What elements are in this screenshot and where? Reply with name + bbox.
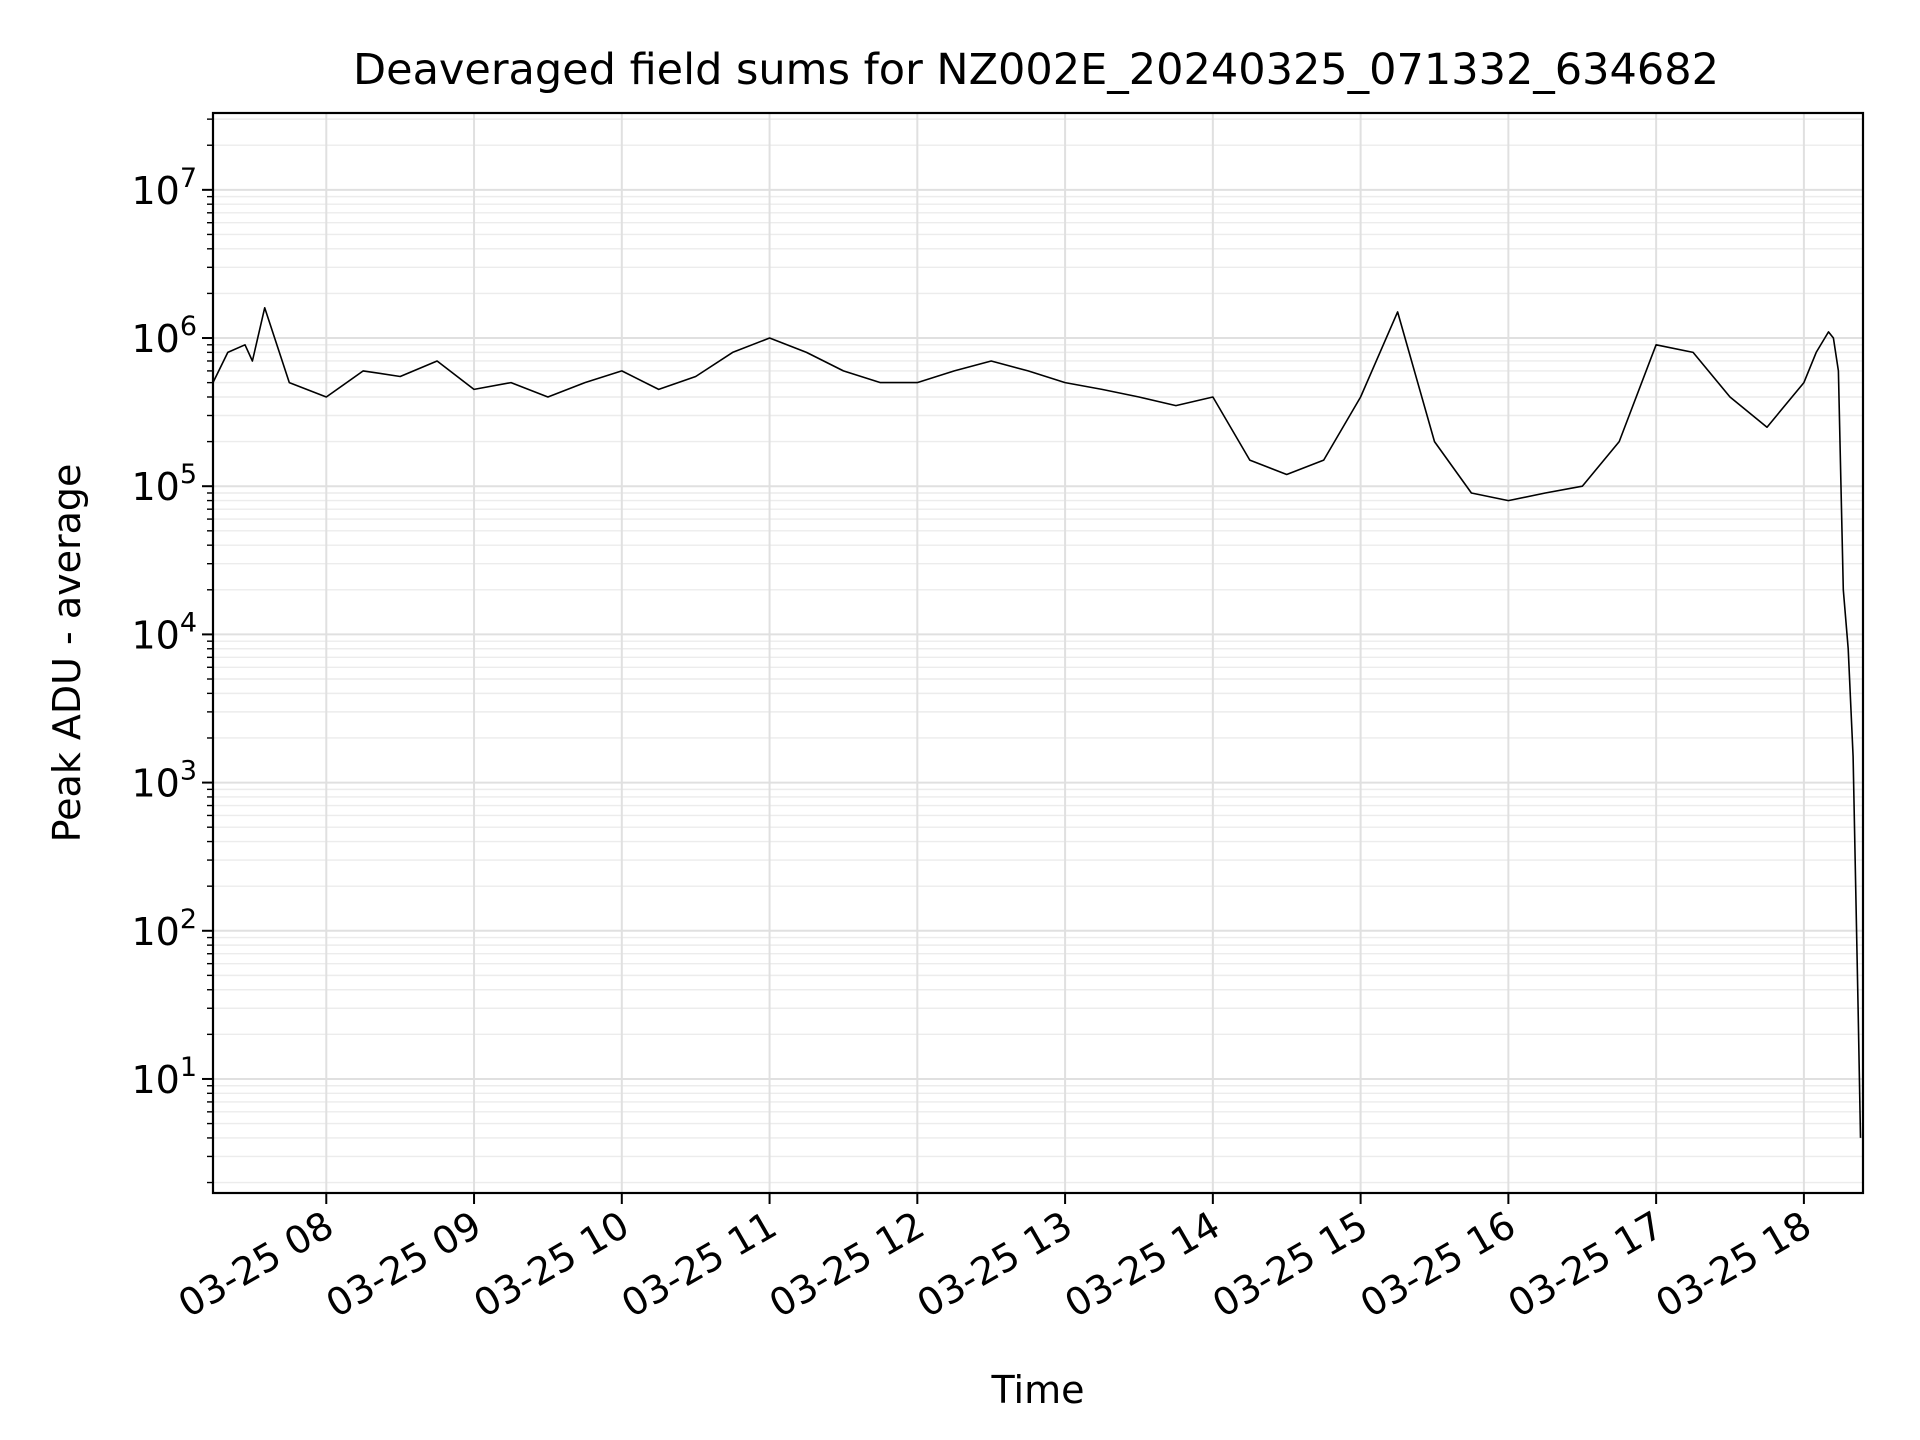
- plot-frame: [211, 111, 1865, 1195]
- y-tick-label: 102: [131, 904, 197, 954]
- series-layer: [212, 306, 1862, 1138]
- chart-title: Deaveraged field sums for NZ002E_2024032…: [353, 45, 1719, 95]
- plot-background: [213, 113, 1863, 1193]
- y-tick-label: 103: [131, 756, 197, 806]
- y-axis-label: Peak ADU - average: [45, 464, 89, 843]
- y-tick-label: 104: [131, 607, 197, 657]
- y-axis-ticks: 101 102 103 104 105 106 107: [131, 118, 213, 1184]
- grid-lines: [213, 113, 1863, 1193]
- y-tick-label: 101: [131, 1052, 197, 1102]
- y-tick-label: 105: [131, 459, 197, 509]
- y-tick-label: 107: [131, 163, 197, 213]
- series-line: [212, 306, 1862, 1138]
- x-axis-label: Time: [991, 1368, 1085, 1412]
- y-tick-label: 106: [131, 311, 197, 361]
